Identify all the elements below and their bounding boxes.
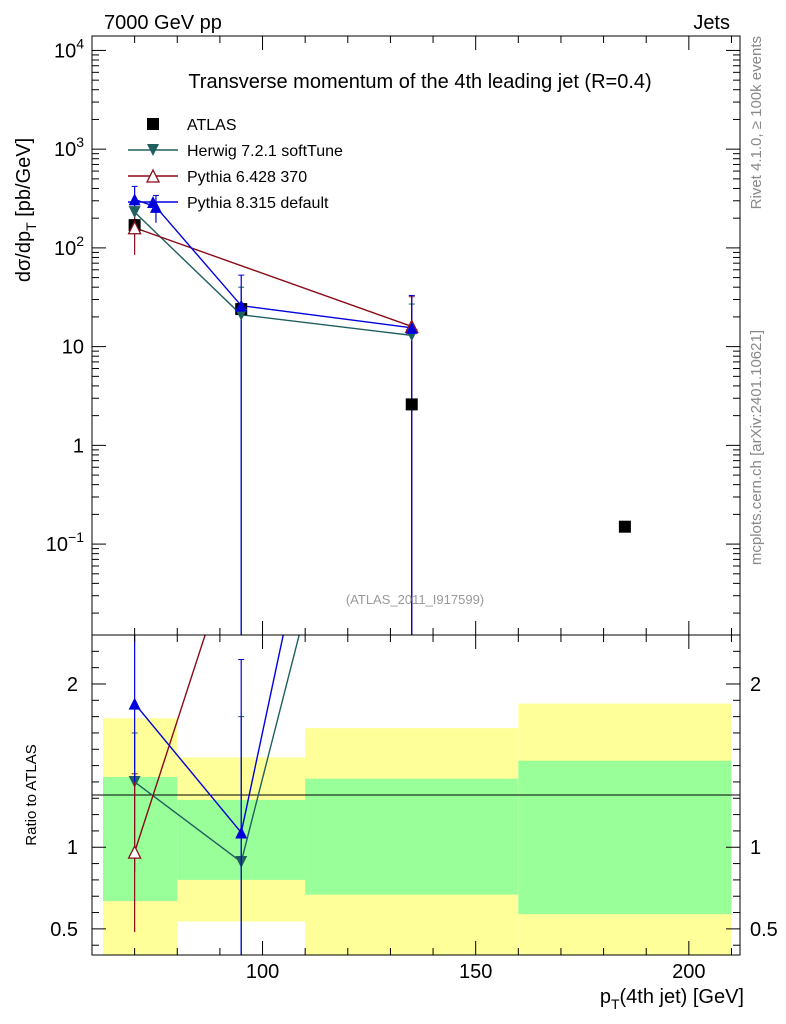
- band-inner: [518, 760, 732, 915]
- ratio-y-tick-label-left: 0.5: [50, 919, 78, 941]
- band-inner: [103, 777, 178, 902]
- main-y-axis-label: dσ/dpT [pb/GeV]: [13, 138, 39, 282]
- y-tick-label: 10−1: [46, 529, 84, 556]
- data-point-pythia8: [405, 321, 418, 334]
- mcplots-label: mcplots.cern.ch [arXiv:2401.10621]: [748, 330, 765, 565]
- ratio-frame: [91, 634, 741, 956]
- ratio-y-tick-label-right: 0.5: [750, 919, 778, 941]
- data-point-pythia8: [128, 193, 141, 206]
- y-tick-label: 1: [73, 435, 84, 457]
- ratio-point-pythia8: [128, 697, 141, 710]
- ratio-axis-ticks: 0.5 0.5 1 1 2 2 100 150 200: [50, 635, 778, 983]
- legend-marker-herwig: [147, 144, 159, 156]
- series-line-pythia8: [134, 198, 412, 329]
- series-line-pythia6: [134, 227, 412, 328]
- legend-label-herwig: Herwig 7.2.1 softTune: [187, 143, 343, 160]
- data-point-pythia8: [235, 299, 248, 312]
- legend-label-pythia8: Pythia 8.315 default: [187, 195, 329, 212]
- ratio-line-pythia6: [133, 635, 206, 853]
- y-tick-label: 103: [54, 134, 84, 161]
- chart-title: Transverse momentum of the 4th leading j…: [188, 71, 651, 93]
- legend: ATLAS Herwig 7.2.1 softTune Pythia 6.428 3…: [128, 117, 343, 212]
- analysis-id: (ATLAS_2011_I917599): [346, 592, 484, 607]
- ratio-point-pythia6: [127, 844, 142, 859]
- x-tick-label: 100: [246, 961, 279, 983]
- x-tick-label: 150: [459, 961, 492, 983]
- ratio-panel: 0.5 0.5 1 1 2 2 100 150 200 Ratio to ATLAS pT(4t…: [23, 634, 778, 1012]
- category-label: Jets: [693, 12, 730, 34]
- ratio-point-pythia8: [235, 826, 248, 839]
- rivet-label: Rivet 4.1.0, ≥ 100k events: [748, 36, 765, 209]
- ratio-series-layer: [127, 635, 300, 955]
- data-point-herwig: [235, 308, 248, 321]
- ratio-y-axis-label: Ratio to ATLAS: [23, 744, 40, 845]
- data-point-pythia6: [127, 220, 142, 235]
- ratio-y-tick-label-right: 2: [750, 674, 761, 696]
- x-axis-label: pT(4th jet) [GeV]: [600, 986, 744, 1012]
- legend-marker-atlas: [147, 118, 159, 130]
- ratio-y-tick-label-left: 1: [67, 837, 78, 859]
- legend-label-atlas: ATLAS: [187, 117, 237, 134]
- energy-label: 7000 GeV pp: [104, 12, 222, 34]
- ratio-y-tick-label-left: 2: [67, 674, 78, 696]
- y-tick-label: 104: [54, 35, 84, 62]
- data-point-atlas: [405, 398, 418, 411]
- main-series-layer: [127, 185, 631, 635]
- y-tick-label: 102: [54, 233, 84, 260]
- data-point-herwig: [128, 206, 141, 219]
- legend-marker-pythia8: [147, 196, 159, 208]
- y-tick-label: 10: [62, 337, 84, 359]
- legend-label-pythia6: Pythia 6.428 370: [187, 169, 307, 186]
- legend-marker-pythia6: [145, 168, 161, 183]
- ratio-y-tick-label-right: 1: [750, 837, 761, 859]
- data-point-atlas: [618, 520, 631, 533]
- svg-text:pT(4th jet) [GeV]: pT(4th jet) [GeV]: [600, 986, 744, 1012]
- band-inner: [305, 778, 519, 895]
- x-tick-label: 200: [672, 961, 705, 983]
- svg-text:dσ/dpT [pb/GeV]: dσ/dpT [pb/GeV]: [13, 138, 39, 282]
